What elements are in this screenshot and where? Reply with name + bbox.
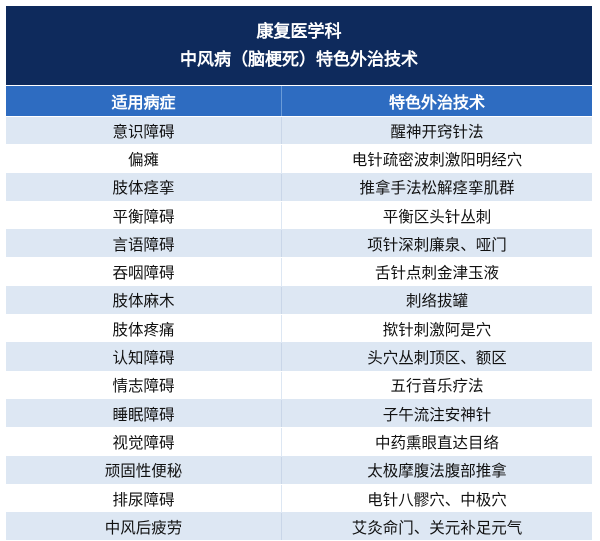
technique-cell: 头穴丛刺顶区、额区 (367, 349, 507, 368)
condition-cell: 视觉障碍 (6, 428, 282, 456)
table-row: 肢体痉挛 推拿手法松解痉挛肌群 (6, 173, 592, 202)
table-row: 平衡障碍 平衡区头针丛刺 (6, 201, 592, 231)
table-row: 顽固性便秘 太极摩腹法腹部推拿 (6, 456, 592, 485)
table-row: 情志障碍 五行音乐疗法 (6, 371, 592, 400)
technique-cell: 艾灸命门、关元补足元气 (351, 518, 523, 537)
technique-cell: 平衡区头针丛刺 (382, 207, 492, 226)
technique-cell: 刺络拔罐 (405, 292, 468, 311)
condition-cell: 情志障碍 (6, 371, 282, 399)
condition-cell: 平衡障碍 (6, 201, 282, 230)
condition-cell: 肢体疼痛 (6, 315, 282, 343)
condition-cell: 中风后疲劳 (6, 513, 282, 541)
condition-cell: 睡眠障碍 (6, 399, 282, 428)
table-row: 肢体疼痛 揿针刺激阿是穴 (6, 315, 592, 344)
technique-cell: 舌针点刺金津玉液 (374, 264, 499, 283)
condition-cell: 肢体痉挛 (6, 173, 282, 201)
condition-cell: 吞咽障碍 (6, 258, 282, 286)
technique-cell: 醒神开窍针法 (390, 122, 484, 141)
table-row: 视觉障碍 中药熏眼直达目络 (6, 428, 592, 457)
table-row: 言语障碍 项针深刺廉泉、哑门 (6, 230, 592, 259)
header-condition: 适用病症 (6, 86, 282, 116)
condition-cell: 排尿障碍 (6, 484, 282, 513)
table-row: 认知障碍 头穴丛刺顶区、额区 (6, 343, 592, 372)
header-technique: 特色外治技术 (388, 93, 485, 112)
table-row: 偏瘫 电针疏密波刺激阳明经穴 (6, 145, 592, 174)
table-row: 肢体麻木 刺络拔罐 (6, 286, 592, 316)
technique-cell: 五行音乐疗法 (390, 377, 484, 396)
table-body: 意识障碍 醒神开窍针法偏瘫 电针疏密波刺激阳明经穴肢体痉挛 推拿手法松解痉挛肌群平衡障… (6, 117, 592, 541)
condition-cell: 言语障碍 (6, 230, 282, 258)
technique-cell: 项针深刺廉泉、哑门 (367, 235, 507, 254)
condition-cell: 认知障碍 (6, 343, 282, 371)
technique-cell: 推拿手法松解痉挛肌群 (359, 179, 515, 198)
technique-cell: 电针疏密波刺激阳明经穴 (351, 150, 523, 169)
technique-cell: 中药熏眼直达目络 (374, 433, 499, 452)
technique-cell: 电针八髎穴、中极穴 (367, 490, 507, 509)
technique-cell: 揿针刺激阿是穴 (382, 320, 492, 339)
condition-cell: 意识障碍 (6, 117, 282, 145)
table-row: 排尿障碍 电针八髎穴、中极穴 (6, 484, 592, 514)
technique-cell: 太极摩腹法腹部推拿 (367, 462, 507, 481)
table-row: 睡眠障碍 子午流注安神针 (6, 399, 592, 429)
table-header: 适用病症 特色外治技术 (6, 86, 592, 116)
condition-cell: 偏瘫 (6, 145, 282, 173)
condition-cell: 肢体麻木 (6, 286, 282, 315)
table-row: 意识障碍 醒神开窍针法 (6, 117, 592, 146)
technique-cell: 子午流注安神针 (382, 405, 492, 424)
table-row: 吞咽障碍 舌针点刺金津玉液 (6, 258, 592, 287)
table-row: 中风后疲劳 艾灸命门、关元补足元气 (6, 513, 592, 541)
department-title: 康复医学科 (256, 21, 342, 42)
title-banner: 康复医学科 中风病（脑梗死）特色外治技术 (6, 6, 592, 85)
table-title: 中风病（脑梗死）特色外治技术 (180, 49, 418, 70)
condition-cell: 顽固性便秘 (6, 456, 282, 484)
